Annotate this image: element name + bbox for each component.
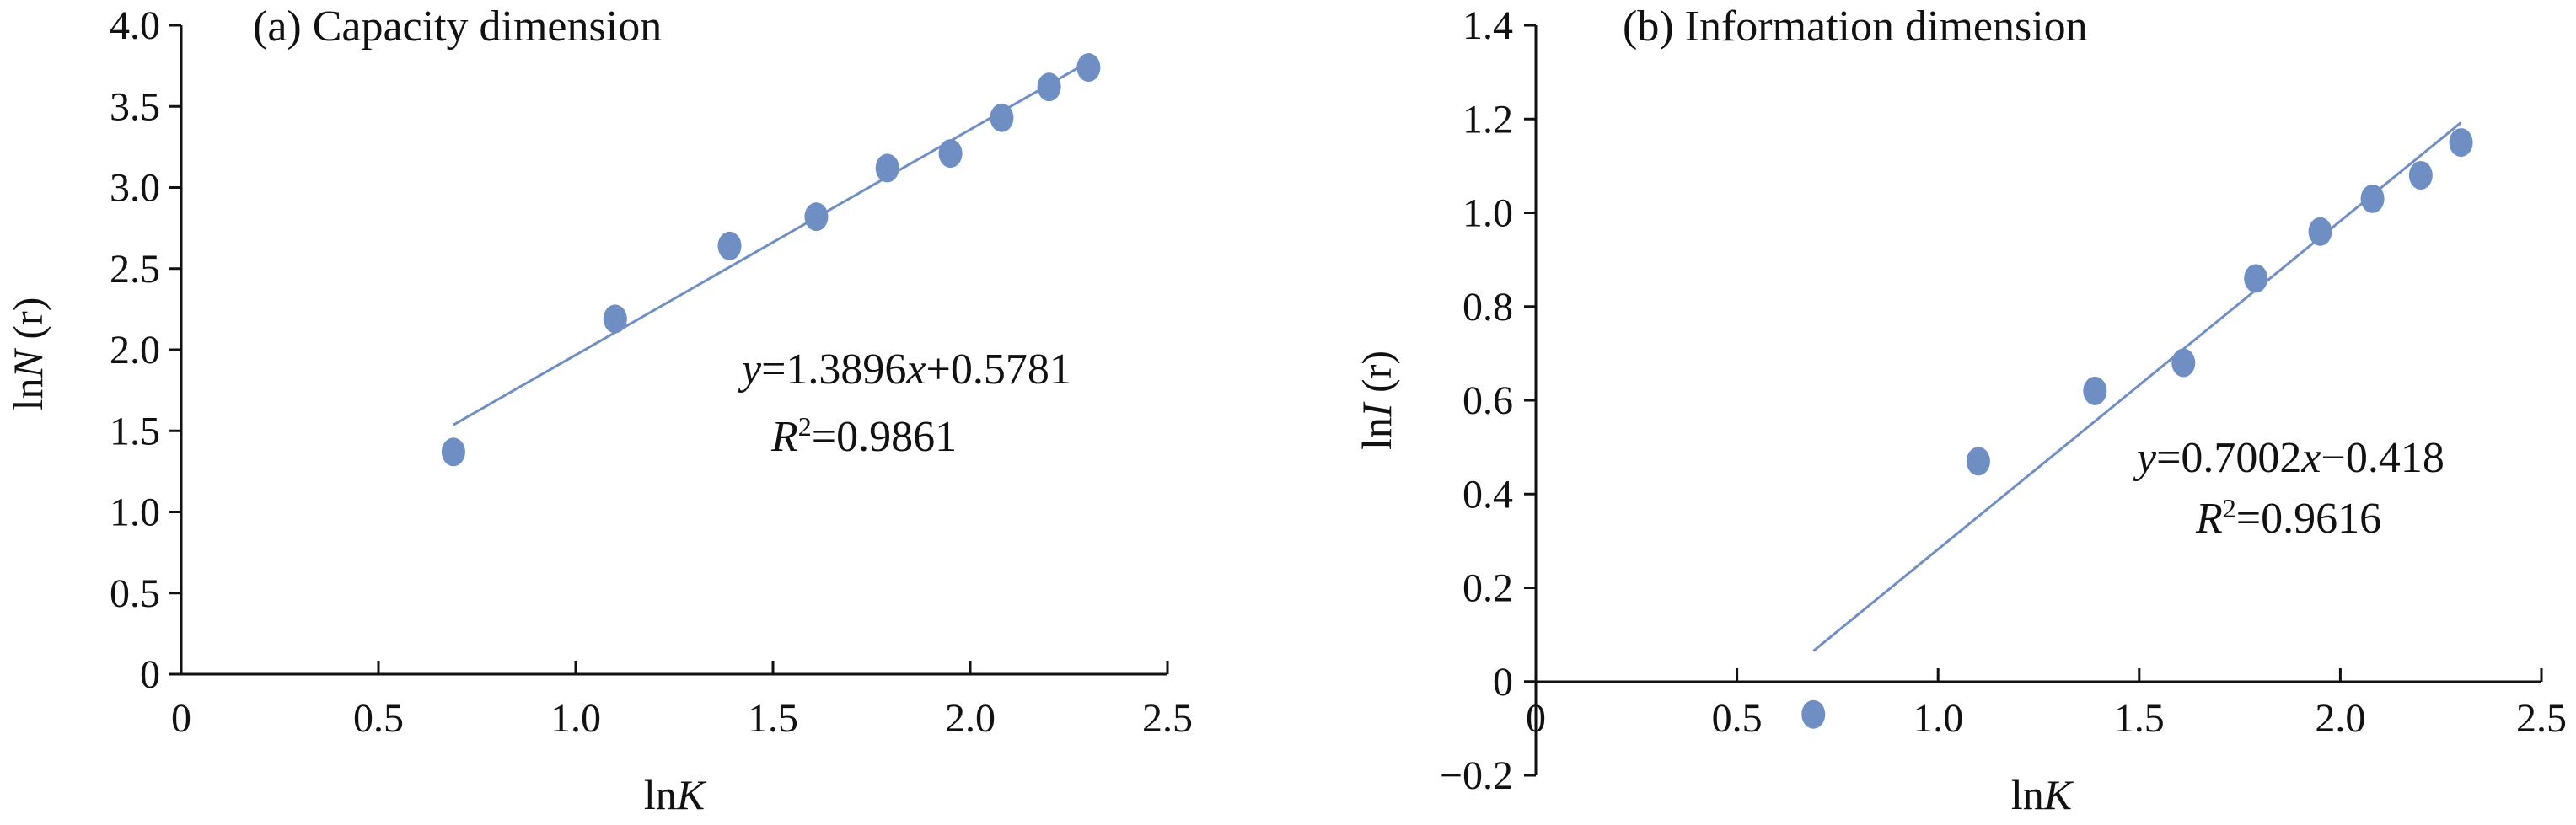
- data-point: [1966, 447, 1990, 476]
- y-tick-label: 3.5: [110, 84, 160, 129]
- x-tick-label: 1.0: [1913, 696, 1963, 741]
- data-point: [2408, 161, 2433, 190]
- x-axis-title: lnK: [644, 771, 707, 818]
- data-point: [2360, 184, 2385, 213]
- y-axis-title: lnI (r): [1353, 351, 1400, 450]
- y-tick-label: 0: [140, 652, 160, 697]
- x-tick-label: 1.5: [748, 696, 798, 741]
- fit-equation: y=1.3896x+0.5781: [738, 346, 1071, 394]
- fit-r2: R2=0.9861: [770, 411, 957, 461]
- y-tick-label: 0: [1493, 660, 1513, 704]
- data-point: [1801, 699, 1826, 729]
- panel-title: (a) Capacity dimension: [253, 3, 662, 51]
- data-point: [990, 103, 1014, 132]
- y-tick-label: 1.5: [110, 409, 160, 453]
- x-tick-label: 0: [1526, 696, 1546, 741]
- y-tick-label: 0.6: [1462, 378, 1513, 423]
- y-tick-label: 1.4: [1462, 3, 1513, 48]
- x-tick-label: 0.5: [1712, 696, 1763, 741]
- y-tick-label: 4.0: [110, 3, 160, 48]
- data-point: [1076, 53, 1101, 83]
- panel-b: −0.2 0 0.2 0.4 0.6 0.8 1.0 1.2 1.4 0 0.5 1.0 1.5 2.0 2…: [1353, 3, 2567, 818]
- y-axis-title: lnN (r): [4, 297, 51, 411]
- data-point: [441, 437, 465, 467]
- fit-line: [453, 61, 1090, 426]
- x-tick-label: 0: [171, 696, 191, 741]
- panel-title: (b) Information dimension: [1623, 3, 2088, 51]
- data-point: [804, 202, 829, 232]
- fit-equation: y=0.7002x−0.418: [2133, 434, 2445, 482]
- data-point: [1037, 72, 1061, 102]
- y-tick-label: 0.5: [110, 571, 160, 616]
- y-tick-label: 2.0: [110, 328, 160, 372]
- data-point: [875, 153, 899, 183]
- y-tick-label: 1.0: [1462, 191, 1513, 236]
- x-tick-label: 2.5: [1142, 696, 1193, 741]
- y-tick-label: 2.5: [110, 247, 160, 292]
- y-tick-label: 1.0: [110, 490, 160, 535]
- data-point: [2244, 264, 2268, 293]
- x-tick-label: 2.0: [945, 696, 996, 741]
- y-tick-label: 0.8: [1462, 285, 1513, 329]
- data-point: [603, 304, 627, 334]
- x-tick-label: 1.5: [2114, 696, 2165, 741]
- fit-r2: R2=0.9616: [2195, 493, 2381, 543]
- fit-line: [1812, 121, 2462, 652]
- x-tick-label: 2.0: [2315, 696, 2365, 741]
- y-tick-label: 0.4: [1462, 472, 1513, 517]
- x-tick-label: 0.5: [353, 696, 404, 741]
- y-tick-label: 0.2: [1462, 566, 1513, 611]
- data-point: [2083, 376, 2107, 405]
- x-tick-label: 1.0: [550, 696, 601, 741]
- y-tick-label: 1.2: [1462, 97, 1513, 142]
- x-axis-title: lnK: [2011, 771, 2074, 818]
- panel-a: 0 0.5 1.0 1.5 2.0 2.5 3.0 3.5 4.0 0 0.5 1.0 1.5 2.0 2.…: [4, 3, 1193, 818]
- y-tick-label: 3.0: [110, 166, 160, 211]
- data-point: [2308, 217, 2332, 246]
- data-point: [2449, 128, 2473, 158]
- data-point: [717, 231, 742, 260]
- data-point: [2171, 348, 2196, 378]
- data-point: [938, 139, 963, 169]
- x-tick-label: 2.5: [2516, 696, 2567, 741]
- y-tick-label: −0.2: [1440, 753, 1513, 798]
